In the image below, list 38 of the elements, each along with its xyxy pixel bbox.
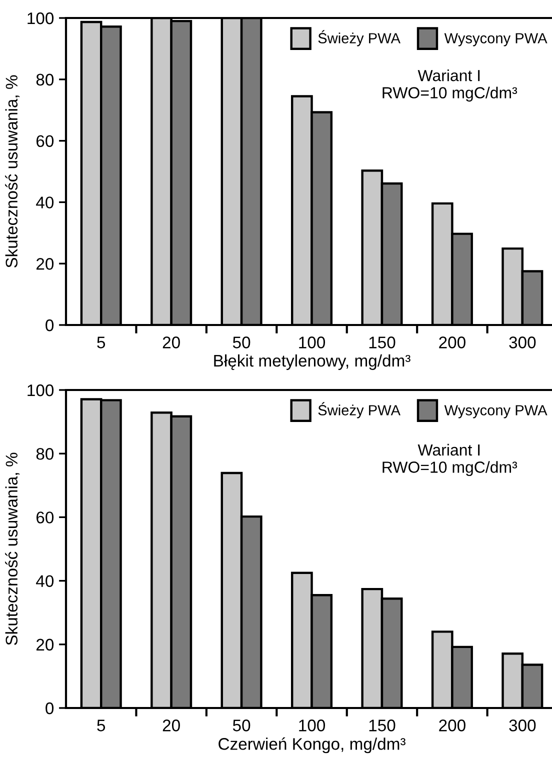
y-axis-title: Skuteczność usuwania, % (5, 452, 20, 646)
x-tick-label: 150 (369, 336, 396, 348)
x-tick-label: 50 (232, 720, 250, 732)
x-tick-label: 5 (97, 720, 106, 732)
x-tick-label: 150 (369, 720, 396, 732)
legend-label: Wysycony PWA (444, 33, 548, 46)
annotation: RWO=10 mgC/dm³ (382, 461, 518, 476)
y-tick-label: 40 (36, 196, 54, 208)
annotation: Wariant I (418, 444, 480, 456)
annotation: RWO=10 mgC/dm³ (382, 86, 518, 102)
x-axis-title: Błękit metylenowy, mg/dm³ (214, 354, 410, 370)
y-tick-label: 0 (46, 319, 54, 332)
legend-label: Wysycony PWA (444, 405, 548, 418)
x-axis-title: Czerwień Kongo, mg/dm³ (218, 737, 406, 754)
x-tick-label: 300 (509, 336, 536, 348)
x-tick-label: 100 (299, 336, 326, 348)
y-tick-label: 80 (36, 448, 54, 460)
y-tick-label: 40 (36, 575, 54, 588)
x-tick-label: 20 (162, 336, 180, 348)
legend-label: Świeży PWA (318, 402, 400, 418)
y-tick-label: 80 (36, 74, 54, 86)
x-tick-label: 50 (232, 336, 250, 348)
y-tick-label: 60 (36, 135, 54, 148)
x-tick-label: 5 (97, 336, 106, 348)
x-tick-label: 200 (439, 720, 466, 732)
y-tick-label: 20 (36, 258, 54, 270)
x-tick-label: 300 (509, 720, 536, 732)
x-tick-label: 20 (162, 720, 180, 732)
x-tick-label: 200 (439, 336, 466, 348)
y-tick-label: 0 (46, 702, 54, 714)
annotation: Wariant I (418, 69, 480, 82)
y-axis-title: Skuteczność usuwania, % (5, 75, 20, 268)
y-tick-label: 100 (28, 12, 54, 24)
y-tick-label: 20 (36, 638, 54, 651)
y-tick-label: 100 (28, 384, 54, 396)
x-tick-label: 100 (299, 720, 326, 732)
legend-label: Świeży PWA (318, 30, 400, 46)
y-tick-label: 60 (36, 512, 54, 524)
